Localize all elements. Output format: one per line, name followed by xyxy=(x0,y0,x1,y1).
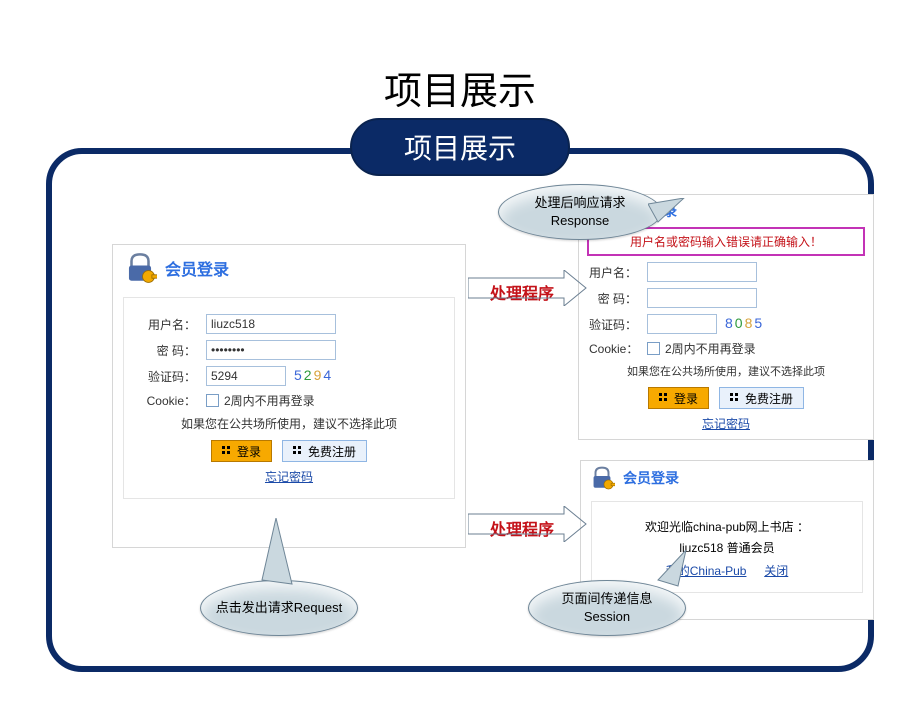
arrow-right-top xyxy=(468,270,588,306)
callout-text: 页面间传递信息Session xyxy=(539,590,675,625)
remember-checkbox[interactable] xyxy=(206,394,219,407)
username-input[interactable] xyxy=(647,262,757,282)
username-label: 用户名： xyxy=(136,316,196,333)
dots-icon xyxy=(730,393,740,403)
public-note: 如果您在公共场所使用，建议不选择此项 xyxy=(589,363,863,379)
dots-icon xyxy=(222,446,232,456)
dots-icon xyxy=(659,393,669,403)
password-label: 密 码： xyxy=(589,290,637,307)
captcha-image: 8085 xyxy=(725,315,764,333)
register-button[interactable]: 免费注册 xyxy=(282,440,367,462)
register-button[interactable]: 免费注册 xyxy=(719,387,804,409)
remember-checkbox[interactable] xyxy=(647,342,660,355)
callout-bubble: 点击发出请求Request xyxy=(200,580,358,636)
register-button-label: 免费注册 xyxy=(308,443,356,460)
captcha-label: 验证码： xyxy=(136,368,196,385)
login-button[interactable]: 登录 xyxy=(211,440,272,462)
callout-tail-icon xyxy=(258,518,298,588)
panel-title: 会员登录 xyxy=(165,256,229,280)
login-button[interactable]: 登录 xyxy=(648,387,709,409)
login-form: 用户名： 密 码： 验证码： 5294 Cookie： 2周内不用再登录 如果您… xyxy=(123,297,455,499)
user-info: liuzc518 普通会员 xyxy=(600,539,854,556)
login-button-label: 登录 xyxy=(674,390,698,407)
close-link[interactable]: 关闭 xyxy=(764,564,788,578)
callout-request: 点击发出请求Request xyxy=(200,580,358,636)
panel-header: 会员登录 xyxy=(581,461,873,495)
forgot-password-link[interactable]: 忘记密码 xyxy=(702,417,750,431)
callout-response: 处理后响应请求Response xyxy=(498,184,662,240)
captcha-label: 验证码： xyxy=(589,316,637,333)
lock-key-icon xyxy=(123,251,157,285)
cookie-text: 2周内不用再登录 xyxy=(224,392,315,409)
section-badge-label: 项目展示 xyxy=(404,133,516,164)
lock-key-icon xyxy=(589,465,615,491)
welcome-text: 欢迎光临china-pub网上书店 ： xyxy=(600,518,854,535)
password-label: 密 码： xyxy=(136,342,196,359)
cookie-text: 2周内不用再登录 xyxy=(665,340,756,357)
password-input[interactable] xyxy=(206,340,336,360)
username-label: 用户名： xyxy=(589,264,637,281)
page-title: 项目展示 xyxy=(0,60,920,115)
cookie-label: Cookie： xyxy=(589,340,637,357)
public-note: 如果您在公共场所使用，建议不选择此项 xyxy=(136,415,442,432)
section-badge: 项目展示 xyxy=(350,118,570,176)
captcha-input[interactable] xyxy=(206,366,286,386)
cookie-label: Cookie： xyxy=(136,392,196,409)
panel-header: 会员登录 xyxy=(113,245,465,291)
dots-icon xyxy=(293,446,303,456)
panel-title: 会员登录 xyxy=(623,468,679,488)
login-panel-left: 会员登录 用户名： 密 码： 验证码： 5294 Cookie： 2周内不用再登… xyxy=(112,244,466,548)
callout-tail-icon xyxy=(648,198,688,228)
register-button-label: 免费注册 xyxy=(745,390,793,407)
callout-session: 页面间传递信息Session xyxy=(528,580,686,636)
password-input[interactable] xyxy=(647,288,757,308)
callout-text: 点击发出请求Request xyxy=(216,599,342,617)
callout-text: 处理后响应请求Response xyxy=(509,194,651,229)
callout-tail-icon xyxy=(656,550,696,590)
forgot-password-link[interactable]: 忘记密码 xyxy=(265,470,313,484)
captcha-image: 5294 xyxy=(294,367,333,385)
login-button-label: 登录 xyxy=(237,443,261,460)
callout-bubble: 处理后响应请求Response xyxy=(498,184,662,240)
username-input[interactable] xyxy=(206,314,336,334)
captcha-input[interactable] xyxy=(647,314,717,334)
arrow-right-bottom xyxy=(468,506,588,542)
